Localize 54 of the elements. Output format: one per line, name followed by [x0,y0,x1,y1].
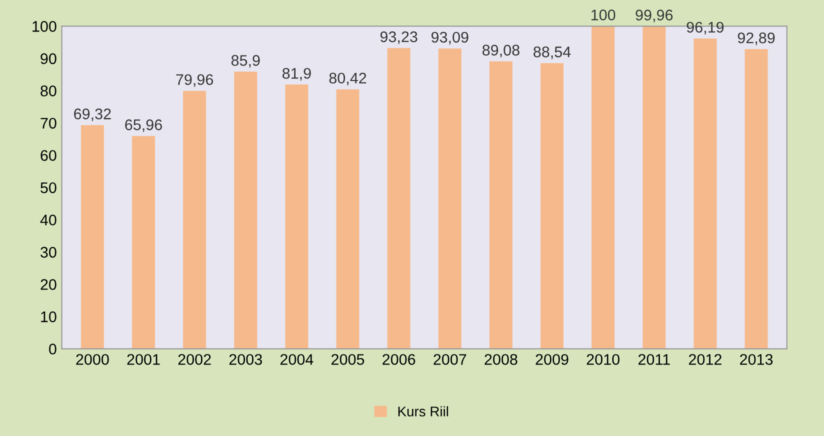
bar [694,38,717,349]
bar [285,84,308,349]
x-tick-label: 2013 [740,354,773,365]
x-tick-label: 2003 [229,354,262,365]
x-tick-label: 2000 [76,354,109,365]
data-label: 100 [592,10,616,20]
bar [540,63,564,349]
data-label: 93,23 [380,31,418,44]
data-label: 69,32 [74,108,111,122]
y-tick-label: 40 [40,214,56,226]
x-tick-label: 2001 [127,354,160,365]
y-tick-label: 90 [40,53,56,64]
bar [387,48,410,349]
bar [80,125,104,349]
y-tick-label: 60 [40,150,56,161]
data-label: 99,96 [636,10,673,22]
y-tick-label: 10 [41,311,56,322]
x-tick-label: 2004 [280,354,314,365]
y-tick-label: 20 [40,279,56,290]
data-label: 65,96 [125,119,162,132]
x-tick-label: 2009 [536,354,568,365]
legend-label: Kurs Riil [398,406,448,416]
y-tick-label: 70 [40,118,56,129]
data-label: 93,09 [431,32,468,44]
x-tick-label: 2006 [382,354,416,365]
x-tick-label: 2012 [688,354,722,365]
data-label: 85,9 [231,55,260,68]
x-tick-label: 2010 [586,354,620,365]
bar [438,48,462,349]
x-tick-label: 2005 [332,354,364,365]
data-label: 88,54 [534,46,571,60]
data-label: 81,9 [282,68,311,81]
data-label: 89,08 [482,44,520,58]
y-tick-label: 30 [40,246,56,258]
bar [336,89,360,349]
data-label: 92,89 [738,32,775,46]
bar [183,90,206,349]
data-label: 80,42 [329,72,366,86]
bar [744,49,768,349]
x-tick-label: 2011 [638,354,670,365]
bar [234,72,258,349]
bar [592,26,615,349]
data-label: 96,19 [686,22,724,34]
x-tick-label: 2002 [178,354,211,365]
bar [132,136,155,349]
bar [489,61,512,349]
y-tick-label: 0 [49,344,56,354]
bar [642,26,666,349]
y-tick-label: 80 [40,86,56,96]
y-tick-label: 50 [40,182,56,194]
x-tick-label: 2008 [484,354,518,365]
y-tick-label: 100 [32,21,56,32]
x-tick-label: 2007 [434,354,466,365]
data-label: 79,96 [176,74,214,87]
